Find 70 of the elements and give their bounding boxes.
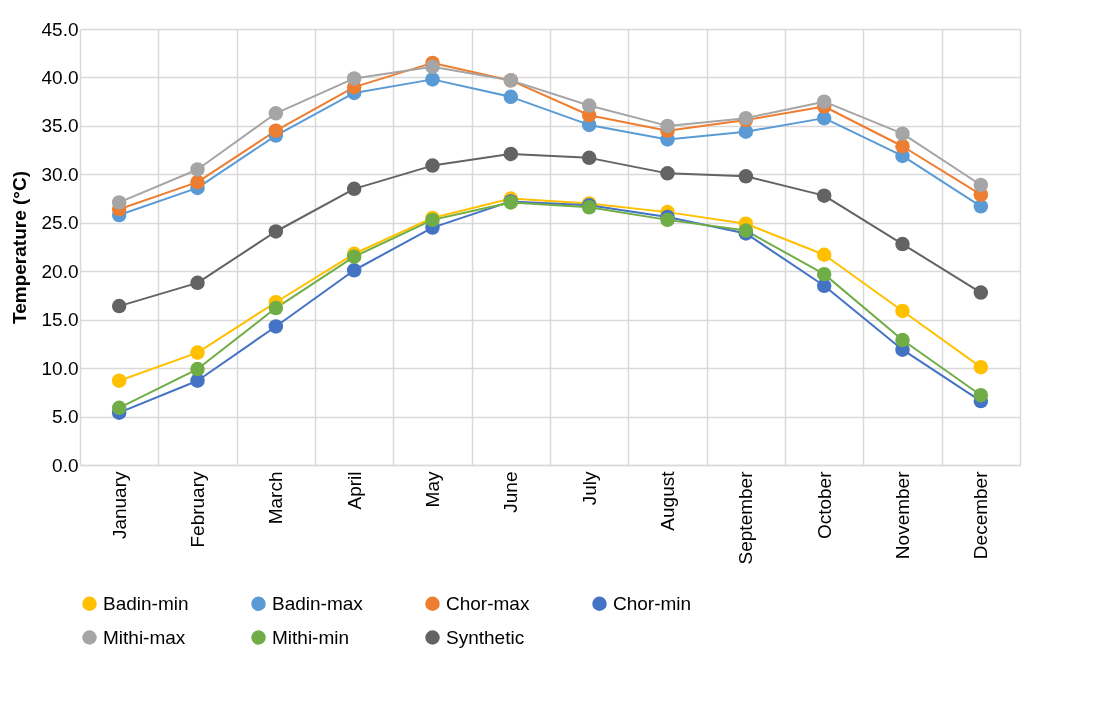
point	[425, 59, 440, 75]
point	[346, 263, 362, 278]
y-tick-label: 15.0	[41, 309, 79, 331]
point	[895, 236, 910, 252]
point	[268, 319, 284, 334]
legend-label: Synthetic	[446, 626, 525, 648]
point	[190, 275, 205, 291]
y-tick-label: 0.0	[52, 454, 79, 476]
point	[816, 266, 832, 282]
x-tick-label: November	[892, 470, 913, 560]
point	[346, 181, 362, 197]
point	[581, 98, 597, 113]
point	[816, 247, 832, 262]
y-tick-label: 5.0	[52, 406, 79, 428]
legend-label: Chor-min	[613, 592, 692, 614]
legend-label: Badin-max	[272, 592, 364, 614]
y-tick-label: 25.0	[41, 212, 79, 234]
point	[660, 166, 675, 181]
point	[895, 126, 910, 141]
point	[268, 300, 284, 316]
y-tick-label: 40.0	[41, 66, 79, 88]
point	[895, 139, 910, 154]
point	[973, 177, 989, 193]
point	[111, 400, 127, 416]
y-tick-label: 35.0	[41, 115, 79, 137]
y-axis-title: Temperature (°C)	[8, 171, 30, 324]
point	[738, 169, 754, 184]
x-tick-label: September	[735, 470, 757, 565]
point	[111, 373, 127, 388]
point	[660, 118, 675, 134]
point	[503, 89, 519, 105]
x-tick-label: April	[343, 471, 365, 510]
point	[190, 345, 205, 360]
point	[895, 332, 910, 348]
point	[816, 94, 832, 109]
point	[111, 195, 127, 210]
x-tick-label: January	[108, 471, 130, 540]
point	[268, 224, 284, 239]
point	[346, 71, 362, 86]
point	[503, 146, 519, 162]
point	[425, 158, 440, 173]
point	[581, 150, 597, 166]
point	[973, 359, 989, 375]
point	[190, 162, 205, 177]
legend-label: Mithi-min	[272, 626, 350, 648]
point	[816, 188, 832, 203]
point	[268, 106, 284, 121]
y-tick-label: 20.0	[41, 260, 79, 282]
point	[190, 174, 205, 190]
point	[425, 72, 440, 87]
point	[111, 298, 127, 314]
legend-label: Chor-max	[446, 592, 530, 614]
x-tick-label: March	[265, 471, 287, 525]
y-tick-label: 10.0	[41, 357, 79, 379]
y-tick-label: 30.0	[41, 163, 79, 185]
point	[973, 388, 989, 403]
point	[268, 123, 284, 138]
x-tick-label: October	[813, 470, 835, 540]
legend-label: Badin-min	[103, 592, 189, 614]
y-tick-label: 45.0	[41, 18, 79, 40]
x-tick-label: July	[578, 471, 600, 506]
point	[190, 361, 205, 377]
point	[973, 285, 989, 300]
x-tick-label: December	[970, 470, 992, 560]
x-tick-label: June	[500, 471, 522, 513]
point	[895, 303, 910, 319]
x-tick-label: February	[187, 471, 208, 548]
x-tick-label: August	[657, 470, 678, 531]
x-tick-label: May	[422, 471, 443, 508]
legend-label: Mithi-max	[103, 626, 186, 648]
